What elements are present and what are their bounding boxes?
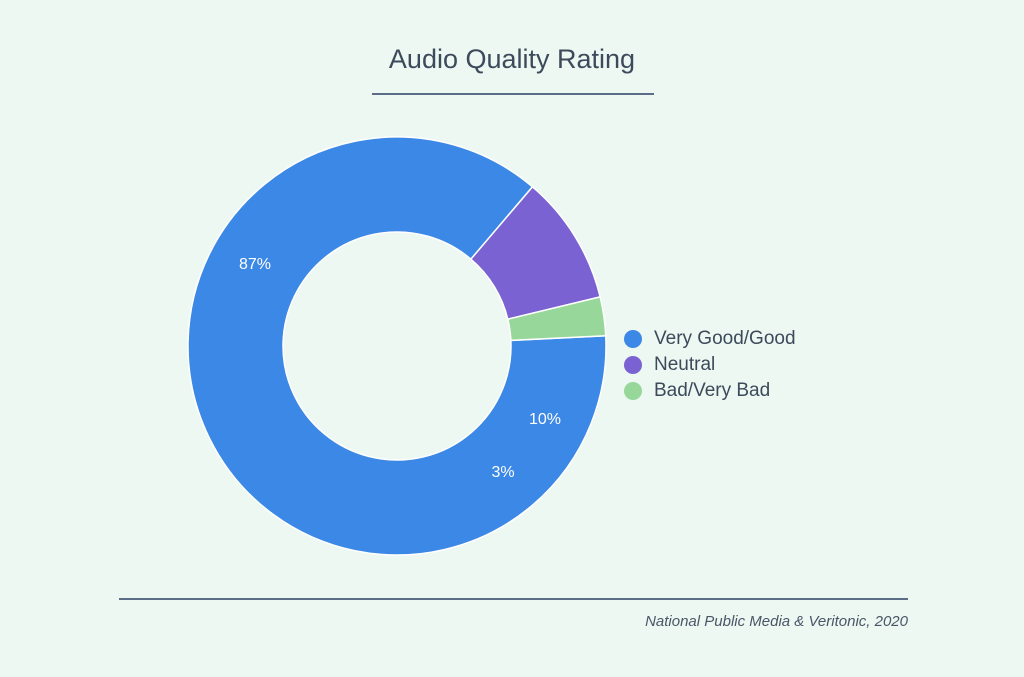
legend-swatch [624,356,642,374]
source-credit: National Public Media & Veritonic, 2020 [645,613,908,630]
legend-item-neutral: Neutral [624,352,796,378]
slice-very-good-good [187,136,607,556]
legend-item-bad-very-bad: Bad/Very Bad [624,378,796,404]
legend-label: Neutral [654,354,716,375]
footer-divider [119,598,908,600]
legend-label: Very Good/Good [654,328,796,349]
legend-item-very-good-good: Very Good/Good [624,326,796,352]
legend-swatch [624,382,642,400]
legend-swatch [624,330,642,348]
slice-label-very-good-good: 87% [239,256,271,273]
slice-bad-very-bad [506,295,607,342]
slice-label-bad-very-bad: 3% [491,464,514,481]
chart-title: Audio Quality Rating [388,44,636,74]
title-underline [372,93,654,95]
legend-label: Bad/Very Bad [654,380,771,401]
chart-legend: Very Good/Good Neutral Bad/Very Bad [624,326,796,404]
slice-label-neutral: 10% [529,411,561,428]
